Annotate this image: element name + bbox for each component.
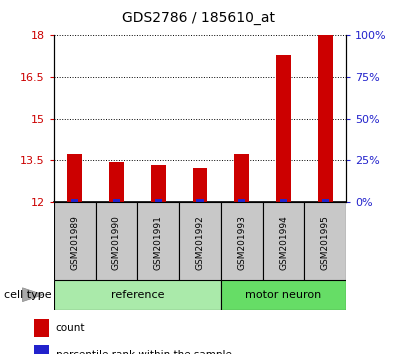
Bar — [234, 154, 249, 202]
Text: GDS2786 / 185610_at: GDS2786 / 185610_at — [123, 11, 275, 25]
Bar — [137, 202, 179, 280]
Bar — [109, 162, 124, 202]
Text: GSM201995: GSM201995 — [321, 215, 330, 270]
Bar — [276, 55, 291, 202]
Text: GSM201992: GSM201992 — [195, 215, 205, 270]
Bar — [179, 202, 221, 280]
Bar — [67, 154, 82, 202]
Text: cell type: cell type — [4, 290, 52, 300]
Text: GSM201989: GSM201989 — [70, 215, 79, 270]
Bar — [196, 199, 204, 202]
Bar — [34, 319, 49, 337]
Text: motor neuron: motor neuron — [246, 290, 322, 300]
Bar — [238, 199, 246, 202]
Bar — [96, 202, 137, 280]
Polygon shape — [23, 288, 43, 302]
Text: count: count — [56, 323, 85, 333]
Bar — [34, 345, 49, 354]
Bar — [322, 199, 329, 202]
Bar — [221, 280, 346, 310]
Bar — [113, 199, 120, 202]
Bar — [263, 202, 304, 280]
Text: GSM201994: GSM201994 — [279, 215, 288, 270]
Bar — [54, 202, 96, 280]
Bar — [193, 168, 207, 202]
Bar — [221, 202, 263, 280]
Bar — [54, 280, 221, 310]
Text: percentile rank within the sample: percentile rank within the sample — [56, 350, 232, 354]
Text: GSM201991: GSM201991 — [154, 215, 163, 270]
Text: GSM201990: GSM201990 — [112, 215, 121, 270]
Bar — [154, 199, 162, 202]
Text: reference: reference — [111, 290, 164, 300]
Bar — [280, 199, 287, 202]
Bar — [71, 199, 78, 202]
Bar — [318, 35, 333, 202]
Text: GSM201993: GSM201993 — [237, 215, 246, 270]
Bar — [304, 202, 346, 280]
Bar — [151, 165, 166, 202]
